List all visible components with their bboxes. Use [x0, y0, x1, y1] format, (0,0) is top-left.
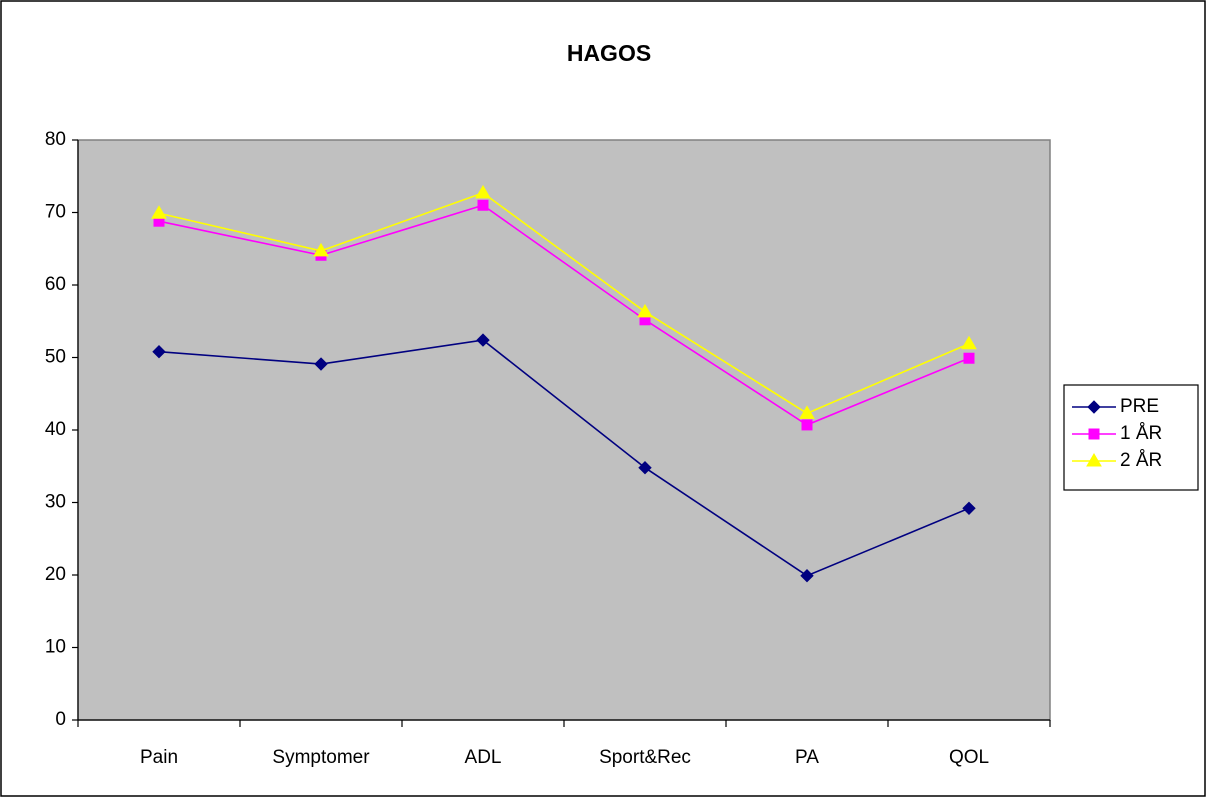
y-tick-label: 70	[45, 202, 66, 223]
x-tick-label: ADL	[465, 747, 502, 768]
y-tick-label: 10	[45, 637, 66, 658]
x-tick-label: Pain	[140, 747, 178, 768]
data-point	[799, 405, 815, 419]
chart-title: HAGOS	[567, 40, 651, 66]
data-point	[476, 333, 490, 347]
data-point	[314, 357, 328, 371]
legend-box	[1063, 384, 1199, 491]
data-point	[961, 335, 977, 350]
y-tick-label: 40	[45, 419, 66, 440]
legend-label: 1 ÅR	[1120, 423, 1162, 444]
series-line	[158, 192, 970, 415]
series-line	[158, 339, 970, 577]
x-tick-label: PA	[795, 747, 819, 768]
data-point	[477, 199, 489, 211]
data-point	[800, 569, 814, 583]
y-tick-label: 80	[45, 129, 66, 150]
y-tick-label: 0	[55, 709, 66, 730]
plot-area	[77, 139, 1051, 721]
data-point	[801, 419, 813, 431]
legend-marker	[1086, 453, 1102, 467]
y-tick-label: 30	[45, 492, 66, 513]
data-point	[151, 205, 167, 219]
legend-label: 2 ÅR	[1120, 450, 1162, 471]
x-tick-label: QOL	[949, 747, 989, 768]
y-tick-label: 20	[45, 564, 66, 585]
legend-label: PRE	[1120, 396, 1159, 417]
data-point	[638, 460, 652, 475]
x-tick-label: Sport&Rec	[599, 747, 691, 768]
data-point	[637, 303, 653, 318]
y-tick-label: 60	[45, 274, 66, 295]
data-point	[475, 184, 491, 199]
series-line	[158, 204, 970, 426]
y-tick-label: 50	[45, 347, 66, 368]
legend-marker	[1087, 400, 1101, 414]
x-tick-label: Symptomer	[272, 747, 370, 768]
data-point	[313, 242, 329, 257]
data-point	[963, 352, 975, 364]
data-point	[962, 501, 976, 516]
data-point	[152, 344, 166, 359]
legend-marker	[1088, 428, 1100, 440]
